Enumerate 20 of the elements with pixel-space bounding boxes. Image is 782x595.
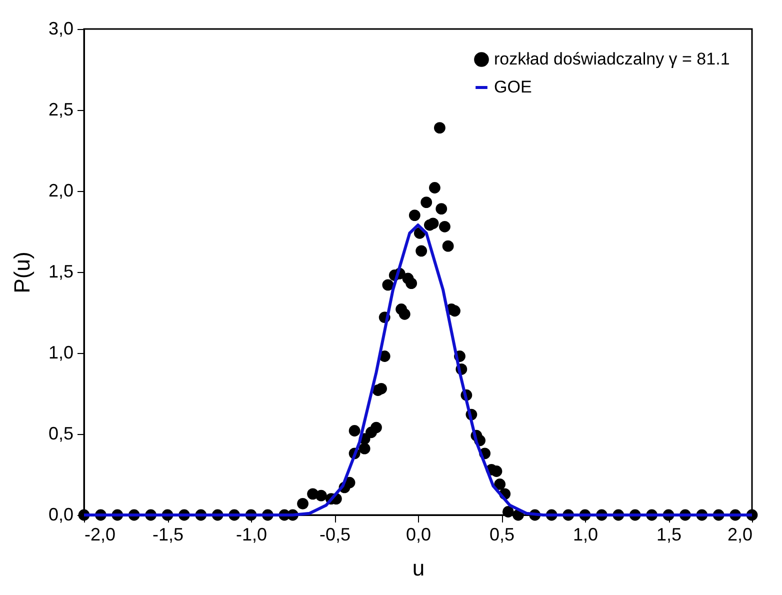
x-tick-label: -2,0 xyxy=(84,524,116,544)
y-tick-label: 0,5 xyxy=(48,424,74,444)
x-tick-label: 1,0 xyxy=(572,524,598,544)
x-tick-label: 1,5 xyxy=(656,524,682,544)
x-tick-label: 2,0 xyxy=(727,524,752,544)
y-tick-label: 1,0 xyxy=(48,342,74,362)
y-tick-label: 0,0 xyxy=(48,504,74,524)
y-tick-label: 2,5 xyxy=(48,100,74,120)
legend-label: rozkład doświadczalny γ = 81.1 xyxy=(494,50,730,68)
x-tick-label: -1,0 xyxy=(236,524,268,544)
y-tick-label: 2,0 xyxy=(48,180,74,200)
y-tick-label: 1,5 xyxy=(48,262,74,282)
x-tick-label: 0,0 xyxy=(406,524,432,544)
x-axis-title: u xyxy=(412,556,425,580)
legend-label: GOE xyxy=(494,78,532,96)
x-tick-label: -1,5 xyxy=(152,524,184,544)
y-tick-label: 3,0 xyxy=(48,18,74,38)
x-tick-label: 0,5 xyxy=(489,524,515,544)
y-axis-title: P(u) xyxy=(9,252,34,294)
x-tick-label: -0,5 xyxy=(319,524,351,544)
